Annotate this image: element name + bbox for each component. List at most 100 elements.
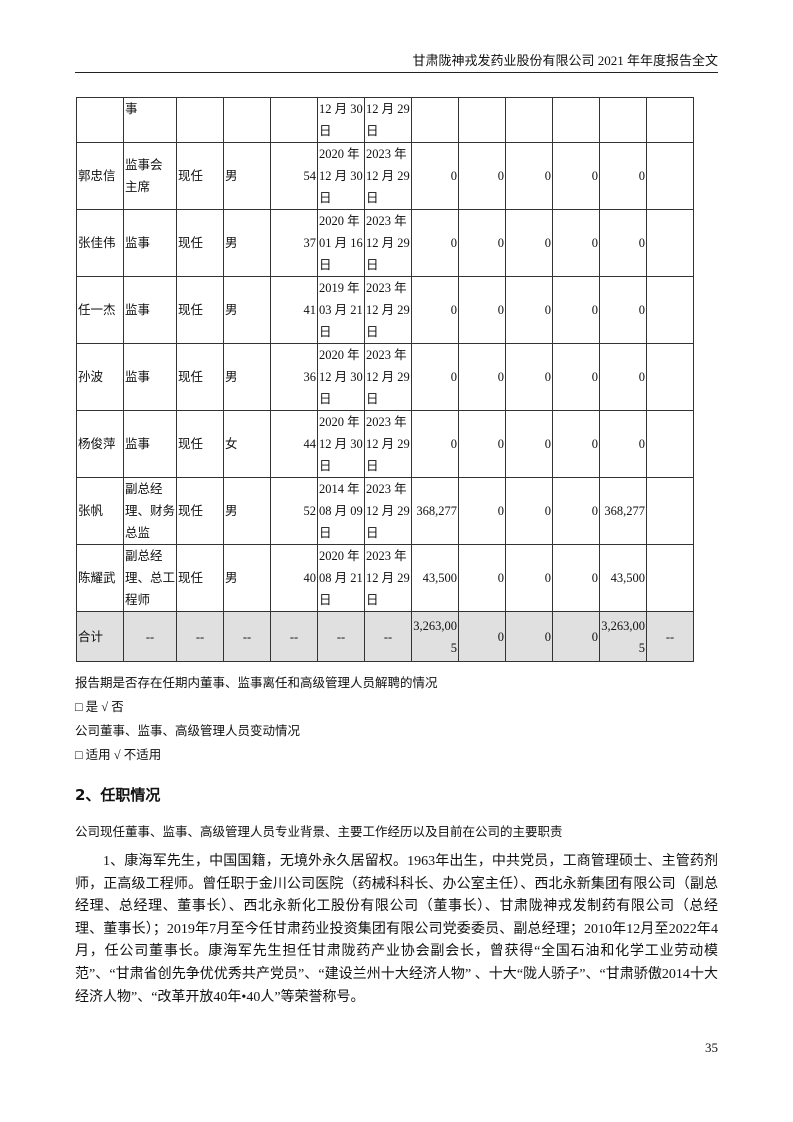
name-cell: 孙波: [76, 343, 124, 411]
value-cell: [599, 97, 648, 143]
age-cell: 44: [270, 410, 319, 478]
gender-cell: 男: [223, 477, 272, 545]
dash-cell: --: [270, 611, 319, 662]
section-title: 2、任职情况: [75, 786, 161, 804]
end-date-cell: 12 月 29 日: [364, 97, 413, 143]
position-cell: 监事: [122, 209, 178, 277]
value-cell: [646, 97, 695, 143]
value-cell: 0: [552, 142, 601, 210]
total-row: 合计 -- -- -- -- -- -- 3,263,00 5 0 0 0 3,263,00 5 --: [76, 611, 695, 662]
position-cell: 副总经 理、总工 程师: [122, 544, 178, 612]
end-date-cell: 2023 年 12 月 29 日: [364, 209, 413, 277]
value-cell: 0: [599, 209, 648, 277]
value-cell: 0: [411, 276, 460, 344]
page-header: 甘肃陇神戎发药业股份有限公司 2021 年年度报告全文: [75, 52, 718, 73]
position-cell: 副总经 理、财务 总监: [122, 477, 178, 545]
value-cell: 0: [411, 142, 460, 210]
table-row: 事 12 月 30 日 12 月 29 日: [76, 97, 695, 143]
value-cell: [646, 209, 695, 277]
gender-cell: 男: [223, 544, 272, 612]
end-date-cell: 2023 年 12 月 29 日: [364, 142, 413, 210]
table-row: 张帆 副总经 理、财务 总监 现任男 52 2014 年 08 月 09 日 2023 年 12 月…: [76, 477, 695, 545]
value-cell: 0: [505, 477, 554, 545]
gender-cell: 女: [223, 410, 272, 478]
gender-cell: 男: [223, 276, 272, 344]
total-value-cell: 0: [505, 611, 554, 662]
gender-cell: 男: [223, 142, 272, 210]
table-row: 陈耀武 副总经 理、总工 程师 现任男 40 2020 年 08 月 21 日 2023 年 12 …: [76, 544, 695, 612]
status-cell: 现任: [176, 276, 225, 344]
value-cell: [646, 343, 695, 411]
value-cell: 0: [505, 544, 554, 612]
value-cell: 0: [599, 343, 648, 411]
age-cell: 52: [270, 477, 319, 545]
value-cell: 0: [458, 410, 507, 478]
value-cell: 43,500: [599, 544, 648, 612]
dash-cell: --: [176, 611, 225, 662]
start-date-cell: 2019 年 03 月 21 日: [317, 276, 366, 344]
value-cell: 43,500: [411, 544, 460, 612]
start-date-cell: 2014 年 08 月 09 日: [317, 477, 366, 545]
dash-cell: --: [317, 611, 366, 662]
table-row: 杨俊萍 监事 现任女 44 2020 年 12 月 30 日 2023 年 12 月 29 日 0 0…: [76, 410, 695, 478]
value-cell: 0: [458, 477, 507, 545]
age-cell: 54: [270, 142, 319, 210]
value-cell: 0: [458, 142, 507, 210]
age-cell: 37: [270, 209, 319, 277]
dash-cell: --: [223, 611, 272, 662]
start-date-cell: 12 月 30 日: [317, 97, 366, 143]
value-cell: 0: [552, 209, 601, 277]
position-cell: 监事: [122, 276, 178, 344]
value-cell: 0: [411, 209, 460, 277]
value-cell: [646, 276, 695, 344]
start-date-cell: 2020 年 01 月 16 日: [317, 209, 366, 277]
end-date-cell: 2023 年 12 月 29 日: [364, 276, 413, 344]
name-cell: 杨俊萍: [76, 410, 124, 478]
age-cell: 40: [270, 544, 319, 612]
end-date-cell: 2023 年 12 月 29 日: [364, 544, 413, 612]
end-date-cell: 2023 年 12 月 29 日: [364, 410, 413, 478]
value-cell: 0: [411, 410, 460, 478]
status-cell: 现任: [176, 477, 225, 545]
dash-cell: --: [122, 611, 178, 662]
value-cell: 0: [552, 410, 601, 478]
name-cell: 张佳伟: [76, 209, 124, 277]
total-value-cell: 0: [552, 611, 601, 662]
value-cell: [646, 477, 695, 545]
dash-cell: --: [646, 611, 695, 662]
status-cell: 现任: [176, 544, 225, 612]
position-cell: 监事会 主席: [122, 142, 178, 210]
value-cell: 0: [411, 343, 460, 411]
name-cell: 任一杰: [76, 276, 124, 344]
value-cell: [458, 97, 507, 143]
status-cell: 现任: [176, 209, 225, 277]
name-cell: 张帆: [76, 477, 124, 545]
end-date-cell: 2023 年 12 月 29 日: [364, 343, 413, 411]
answer-changes: □ 适用 √ 不适用: [75, 748, 162, 762]
value-cell: 0: [599, 410, 648, 478]
total-value-cell: 0: [458, 611, 507, 662]
value-cell: 0: [599, 276, 648, 344]
value-cell: 0: [552, 343, 601, 411]
gender-cell: [223, 97, 272, 143]
page-number: 35: [705, 1040, 718, 1055]
value-cell: [505, 97, 554, 143]
value-cell: 0: [505, 209, 554, 277]
value-cell: 0: [505, 343, 554, 411]
gender-cell: 男: [223, 343, 272, 411]
total-label: 合计: [76, 611, 124, 662]
table-row: 任一杰 监事 现任男 41 2019 年 03 月 21 日 2023 年 12 月 29 日 0 0…: [76, 276, 695, 344]
value-cell: [646, 410, 695, 478]
status-cell: 现任: [176, 343, 225, 411]
name-cell: [76, 97, 124, 143]
start-date-cell: 2020 年 08 月 21 日: [317, 544, 366, 612]
value-cell: [646, 544, 695, 612]
value-cell: [552, 97, 601, 143]
total-value-cell: 3,263,00 5: [411, 611, 460, 662]
value-cell: [646, 142, 695, 210]
age-cell: 41: [270, 276, 319, 344]
table-row: 郭忠信 监事会 主席 现任男 54 2020 年 12 月 30 日 2023 年 12 月 29…: [76, 142, 695, 210]
value-cell: 0: [505, 276, 554, 344]
status-cell: 现任: [176, 410, 225, 478]
gender-cell: 男: [223, 209, 272, 277]
